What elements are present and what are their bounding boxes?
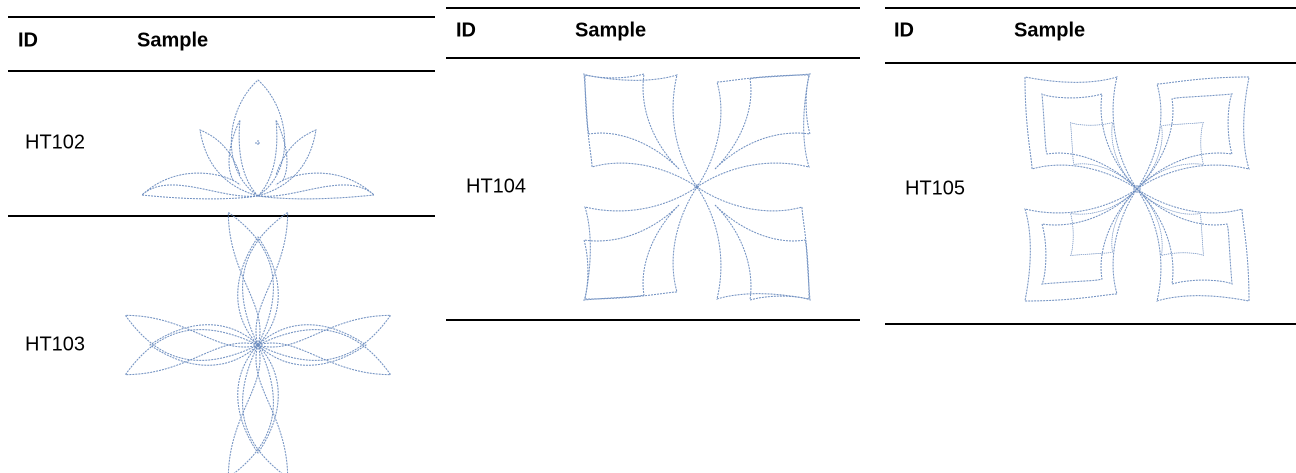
row-id: HT103	[25, 333, 85, 355]
sample-image	[141, 79, 375, 200]
row-id: HT102	[25, 131, 85, 153]
sample-image	[124, 211, 392, 473]
table-1: ID Sample HT102 HT103	[8, 16, 435, 473]
header-id: ID	[456, 19, 476, 41]
row-id: HT105	[905, 177, 965, 199]
row-id: HT104	[466, 175, 526, 197]
header-id: ID	[18, 29, 38, 51]
table-3: ID Sample HT105	[885, 7, 1296, 325]
header-sample: Sample	[1014, 19, 1085, 41]
header-sample: Sample	[575, 19, 646, 41]
header-sample: Sample	[137, 29, 208, 51]
header-id: ID	[894, 19, 914, 41]
sample-image	[1024, 76, 1250, 302]
sample-image	[583, 73, 811, 301]
table-2: ID Sample HT104	[446, 7, 860, 321]
